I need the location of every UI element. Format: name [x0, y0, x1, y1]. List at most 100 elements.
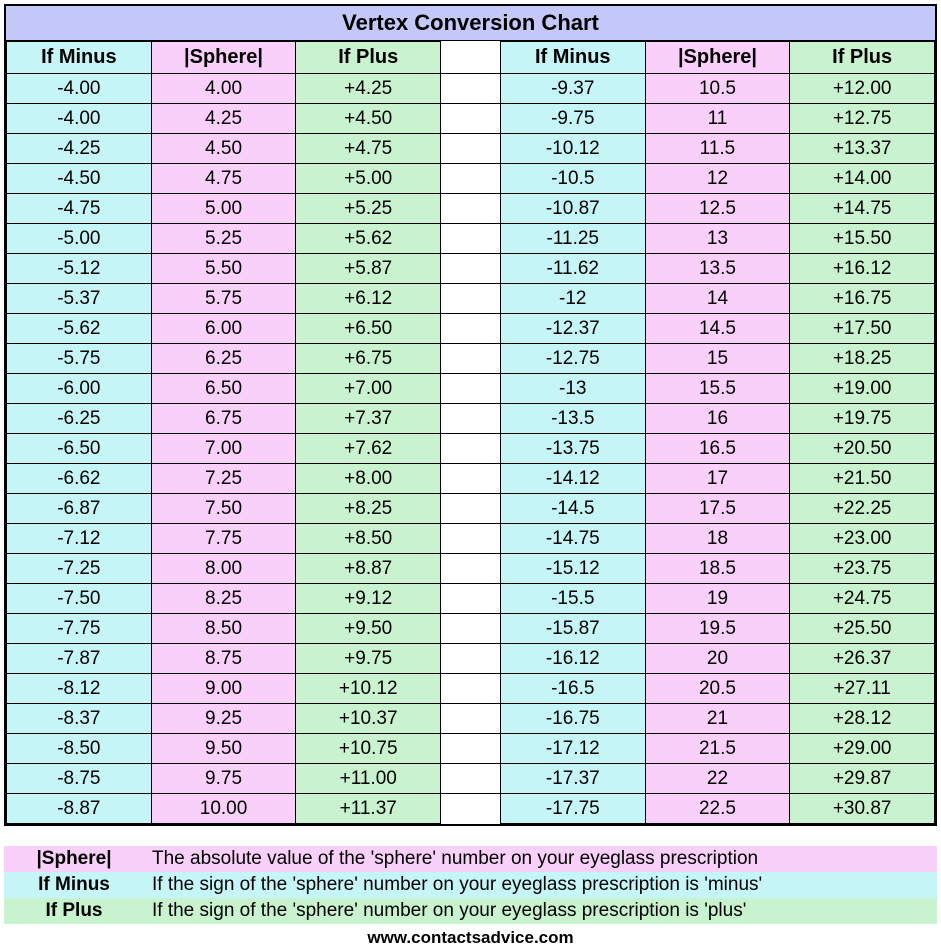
- cell-sphere: 10.00: [151, 794, 296, 824]
- cell-sphere: 7.50: [151, 494, 296, 524]
- legend-key: If Minus: [4, 872, 144, 898]
- table-row: -8.8710.00+11.37-17.7522.5+30.87: [7, 794, 935, 824]
- cell-gap: [441, 374, 501, 404]
- cell-plus: +6.12: [296, 284, 441, 314]
- table-row: -8.509.50+10.75-17.1221.5+29.00: [7, 734, 935, 764]
- cell-sphere: 8.75: [151, 644, 296, 674]
- cell-minus: -14.12: [500, 464, 645, 494]
- cell-minus: -10.87: [500, 194, 645, 224]
- cell-gap: [441, 584, 501, 614]
- cell-minus: -8.50: [7, 734, 152, 764]
- cell-plus: +6.50: [296, 314, 441, 344]
- cell-minus: -13.75: [500, 434, 645, 464]
- cell-minus: -9.75: [500, 104, 645, 134]
- cell-sphere: 16: [645, 404, 790, 434]
- table-row: -7.127.75+8.50-14.7518+23.00: [7, 524, 935, 554]
- cell-plus: +15.50: [790, 224, 935, 254]
- cell-plus: +9.12: [296, 584, 441, 614]
- cell-plus: +18.25: [790, 344, 935, 374]
- cell-gap: [441, 104, 501, 134]
- cell-plus: +4.50: [296, 104, 441, 134]
- cell-sphere: 8.00: [151, 554, 296, 584]
- cell-minus: -12.37: [500, 314, 645, 344]
- cell-plus: +8.50: [296, 524, 441, 554]
- cell-minus: -11.62: [500, 254, 645, 284]
- cell-gap: [441, 644, 501, 674]
- cell-sphere: 15.5: [645, 374, 790, 404]
- conversion-table: If Minus |Sphere| If Plus If Minus |Sphe…: [6, 41, 935, 824]
- table-row: -7.758.50+9.50-15.8719.5+25.50: [7, 614, 935, 644]
- cell-plus: +12.75: [790, 104, 935, 134]
- table-row: -5.125.50+5.87-11.6213.5+16.12: [7, 254, 935, 284]
- table-row: -5.005.25+5.62-11.2513+15.50: [7, 224, 935, 254]
- col-header-sphere-left: |Sphere|: [151, 42, 296, 74]
- cell-minus: -13: [500, 374, 645, 404]
- cell-sphere: 5.50: [151, 254, 296, 284]
- cell-sphere: 9.75: [151, 764, 296, 794]
- cell-sphere: 21.5: [645, 734, 790, 764]
- cell-minus: -4.00: [7, 74, 152, 104]
- col-header-plus-left: If Plus: [296, 42, 441, 74]
- cell-plus: +19.75: [790, 404, 935, 434]
- cell-sphere: 17.5: [645, 494, 790, 524]
- legend-row: |Sphere|The absolute value of the 'spher…: [4, 846, 937, 872]
- cell-minus: -6.25: [7, 404, 152, 434]
- cell-sphere: 4.00: [151, 74, 296, 104]
- cell-plus: +11.37: [296, 794, 441, 824]
- table-row: -6.006.50+7.00-1315.5+19.00: [7, 374, 935, 404]
- cell-sphere: 20: [645, 644, 790, 674]
- table-row: -8.759.75+11.00-17.3722+29.87: [7, 764, 935, 794]
- cell-sphere: 4.25: [151, 104, 296, 134]
- chart-title: Vertex Conversion Chart: [6, 6, 935, 41]
- cell-sphere: 17: [645, 464, 790, 494]
- cell-minus: -5.75: [7, 344, 152, 374]
- cell-sphere: 11: [645, 104, 790, 134]
- cell-sphere: 8.50: [151, 614, 296, 644]
- cell-sphere: 9.25: [151, 704, 296, 734]
- cell-gap: [441, 434, 501, 464]
- cell-gap: [441, 464, 501, 494]
- cell-plus: +5.25: [296, 194, 441, 224]
- cell-sphere: 6.25: [151, 344, 296, 374]
- cell-plus: +4.25: [296, 74, 441, 104]
- cell-plus: +28.12: [790, 704, 935, 734]
- cell-sphere: 13: [645, 224, 790, 254]
- cell-plus: +19.00: [790, 374, 935, 404]
- cell-plus: +8.00: [296, 464, 441, 494]
- cell-plus: +9.75: [296, 644, 441, 674]
- cell-minus: -16.12: [500, 644, 645, 674]
- cell-minus: -15.87: [500, 614, 645, 644]
- cell-plus: +7.37: [296, 404, 441, 434]
- col-header-minus-right: If Minus: [500, 42, 645, 74]
- cell-minus: -8.37: [7, 704, 152, 734]
- cell-sphere: 22: [645, 764, 790, 794]
- cell-gap: [441, 284, 501, 314]
- table-row: -4.755.00+5.25-10.8712.5+14.75: [7, 194, 935, 224]
- cell-sphere: 11.5: [645, 134, 790, 164]
- cell-minus: -4.25: [7, 134, 152, 164]
- cell-sphere: 19.5: [645, 614, 790, 644]
- cell-sphere: 14.5: [645, 314, 790, 344]
- cell-plus: +10.12: [296, 674, 441, 704]
- table-row: -7.508.25+9.12-15.519+24.75: [7, 584, 935, 614]
- cell-minus: -10.12: [500, 134, 645, 164]
- cell-sphere: 5.00: [151, 194, 296, 224]
- cell-plus: +29.00: [790, 734, 935, 764]
- cell-gap: [441, 524, 501, 554]
- cell-sphere: 22.5: [645, 794, 790, 824]
- cell-plus: +21.50: [790, 464, 935, 494]
- cell-plus: +7.00: [296, 374, 441, 404]
- cell-sphere: 14: [645, 284, 790, 314]
- table-row: -8.379.25+10.37-16.7521+28.12: [7, 704, 935, 734]
- cell-minus: -7.25: [7, 554, 152, 584]
- cell-plus: +25.50: [790, 614, 935, 644]
- cell-minus: -14.5: [500, 494, 645, 524]
- table-row: -6.627.25+8.00-14.1217+21.50: [7, 464, 935, 494]
- cell-minus: -9.37: [500, 74, 645, 104]
- cell-sphere: 7.75: [151, 524, 296, 554]
- cell-sphere: 19: [645, 584, 790, 614]
- cell-sphere: 12.5: [645, 194, 790, 224]
- cell-minus: -4.75: [7, 194, 152, 224]
- cell-minus: -17.12: [500, 734, 645, 764]
- cell-minus: -12.75: [500, 344, 645, 374]
